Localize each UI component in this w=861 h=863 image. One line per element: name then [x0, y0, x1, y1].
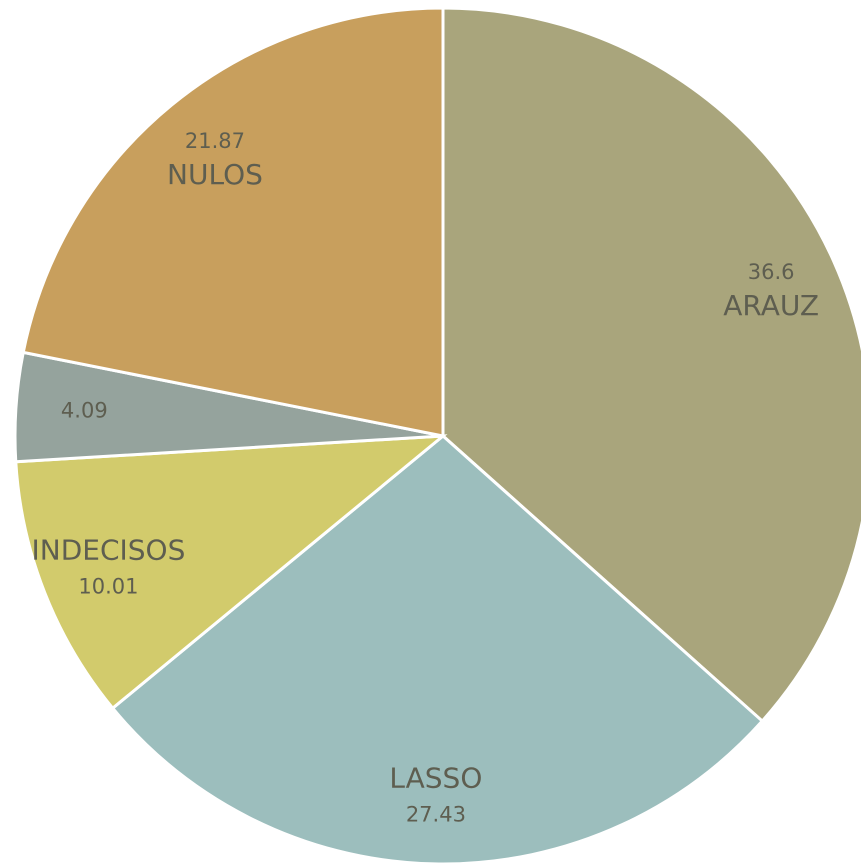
pie-slice — [441, 6, 861, 724]
pie-slice — [14, 434, 448, 711]
category-label: ARAUZ — [723, 289, 819, 322]
category-label: INDECISOS — [32, 534, 186, 567]
pie-slice — [110, 434, 765, 863]
category-label: LASSO — [389, 761, 482, 794]
value-label: 36.6 — [748, 260, 795, 284]
value-label: 27.43 — [406, 802, 466, 826]
pie-slice — [21, 6, 445, 438]
category-label: NULOS — [167, 158, 263, 191]
value-label: 21.87 — [185, 129, 245, 153]
value-label: 4.09 — [61, 399, 108, 423]
value-label: 10.01 — [78, 575, 138, 599]
